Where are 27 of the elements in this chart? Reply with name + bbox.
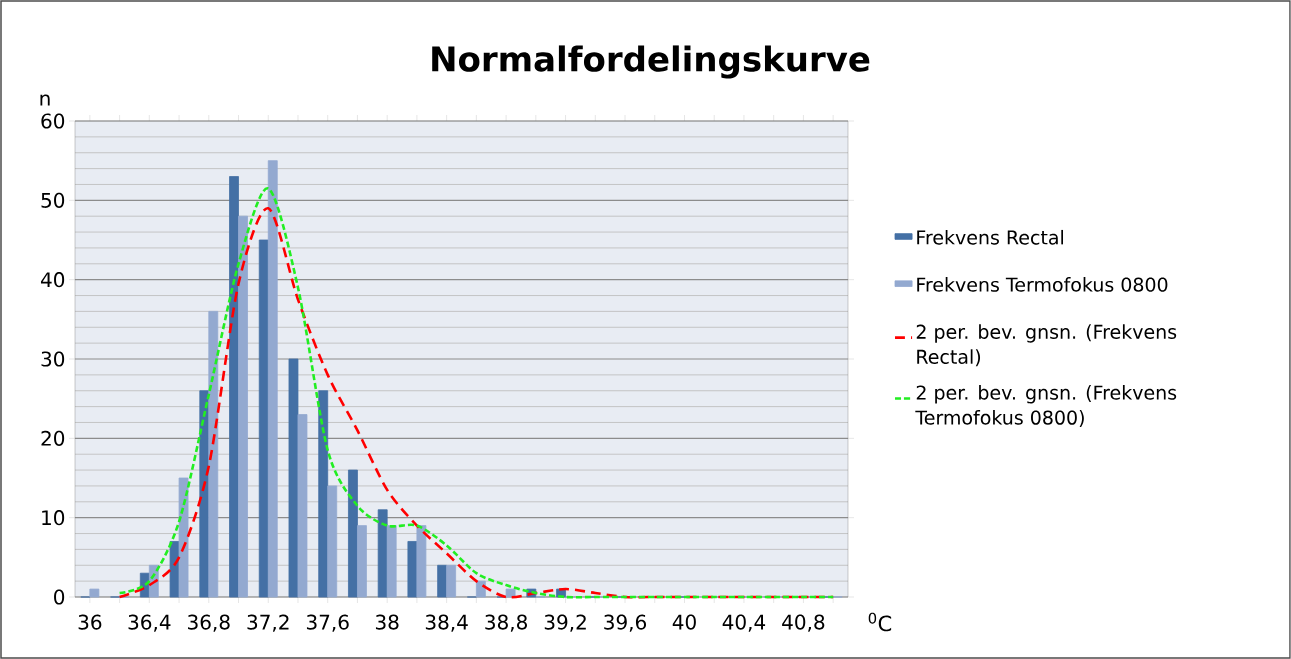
- x-tick-label: 39,2: [544, 614, 586, 632]
- y-tick-label: 40: [40, 272, 65, 288]
- chart-title: Normalfordelingskurve: [432, 45, 870, 79]
- legend-label: Frekvens Termofokus 0800: [917, 277, 1168, 292]
- x-tick-label: 40: [672, 614, 696, 630]
- y-tick-label: 20: [41, 430, 65, 446]
- x-tick-label: 36: [78, 614, 102, 630]
- x-tick-label: 38,8: [485, 614, 527, 632]
- x-tick-label: 36,4: [128, 614, 171, 632]
- y-tick-label: 30: [41, 351, 65, 367]
- x-tick-label: 40,8: [782, 614, 825, 632]
- y-tick-label: 0: [54, 589, 65, 605]
- y-tick-label: 50: [41, 192, 65, 208]
- x-tick-label: 40,4: [722, 614, 766, 632]
- y-axis-title: n: [40, 94, 50, 106]
- y-tick-label: 60: [41, 113, 65, 129]
- legend-label: 2 per. bev. gnsn. (Frekvens Termofokus 0800): [915, 385, 1177, 428]
- legend-label: Frekvens Rectal: [917, 229, 1064, 245]
- x-tick-label: 37,6: [306, 614, 349, 632]
- x-tick-label: 38,4: [425, 614, 468, 632]
- y-tick-label: 10: [42, 510, 65, 526]
- x-tick-label: 37,2: [247, 614, 289, 632]
- x-axis-title: $^{0}$C: [868, 612, 892, 632]
- x-tick-label: 36,8: [188, 614, 230, 632]
- legend-label: 2 per. bev. gnsn. (Frekvens Rectal): [916, 324, 1177, 367]
- x-tick-label: 38: [375, 614, 399, 630]
- x-tick-label: 39,6: [604, 614, 647, 632]
